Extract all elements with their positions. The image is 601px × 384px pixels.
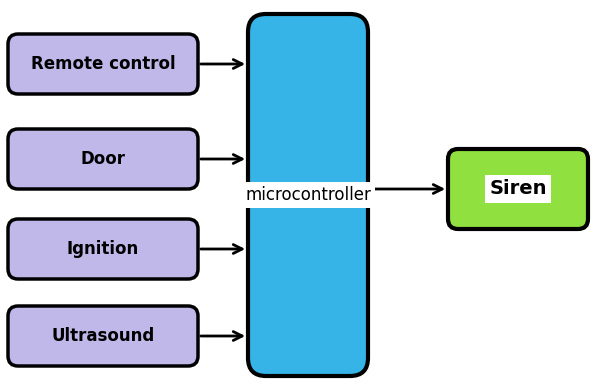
FancyBboxPatch shape: [248, 14, 368, 376]
Text: Siren: Siren: [489, 179, 547, 199]
FancyBboxPatch shape: [448, 149, 588, 229]
FancyBboxPatch shape: [8, 34, 198, 94]
Text: microcontroller: microcontroller: [245, 186, 371, 204]
Text: Ultrasound: Ultrasound: [51, 327, 154, 345]
Text: Remote control: Remote control: [31, 55, 175, 73]
FancyBboxPatch shape: [8, 219, 198, 279]
FancyBboxPatch shape: [8, 129, 198, 189]
Text: Door: Door: [81, 150, 126, 168]
Text: Ignition: Ignition: [67, 240, 139, 258]
FancyBboxPatch shape: [8, 306, 198, 366]
